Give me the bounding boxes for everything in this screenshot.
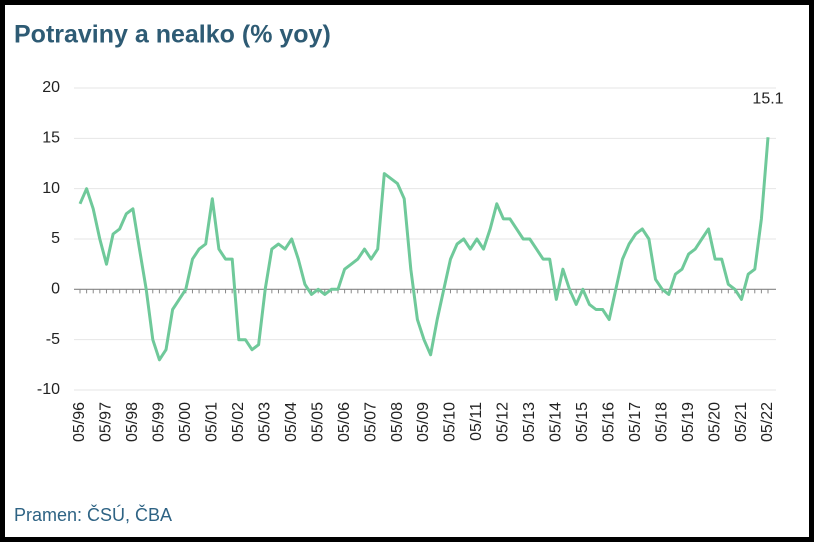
x-tick-label: 05/17 (627, 402, 644, 442)
x-tick-label: 05/19 (680, 402, 697, 442)
x-tick-label: 05/04 (283, 402, 300, 442)
x-tick-label: 05/13 (521, 402, 538, 442)
x-tick-label: 05/16 (600, 402, 617, 442)
x-tick-label: 05/98 (124, 402, 141, 442)
x-tick-label: 05/03 (256, 402, 273, 442)
x-tick-label: 05/05 (309, 402, 326, 442)
x-tick-label: 05/97 (98, 402, 115, 442)
data-label: 15.1 (752, 91, 783, 108)
y-tick-label: 10 (42, 180, 60, 197)
y-tick-label: 20 (42, 79, 60, 96)
y-tick-label: 0 (51, 281, 60, 298)
x-tick-label: 05/06 (336, 402, 353, 442)
y-tick-label: -5 (46, 331, 60, 348)
x-tick-label: 05/01 (204, 402, 221, 442)
chart-title: Potraviny a nealko (% yoy) (14, 21, 331, 49)
x-tick-label: 05/09 (415, 402, 432, 442)
x-tick-label: 05/20 (706, 402, 723, 442)
x-tick-label: 05/07 (362, 402, 379, 442)
x-tick-label: 05/11 (468, 402, 485, 441)
x-tick-label: 05/10 (442, 402, 459, 442)
y-tick-label: 15 (42, 130, 60, 147)
source-note: Pramen: ČSÚ, ČBA (14, 504, 172, 525)
x-tick-label: 05/02 (230, 402, 247, 442)
data-line (78, 137, 770, 362)
x-tick-label: 05/18 (653, 402, 670, 442)
chart-background (5, 5, 809, 537)
x-tick-label: 05/12 (495, 402, 512, 442)
x-tick-label: 05/00 (177, 402, 194, 442)
x-tick-label: 05/15 (574, 402, 591, 442)
x-tick-label: 05/96 (71, 402, 88, 442)
y-tick-label: -10 (37, 381, 60, 398)
x-tick-label: 05/21 (733, 402, 750, 442)
x-tick-label: 05/08 (389, 402, 406, 442)
y-tick-label: 5 (51, 230, 60, 247)
x-tick-label: 05/22 (759, 402, 776, 442)
x-tick-label: 05/14 (548, 402, 565, 442)
x-tick-label: 05/99 (151, 402, 168, 442)
